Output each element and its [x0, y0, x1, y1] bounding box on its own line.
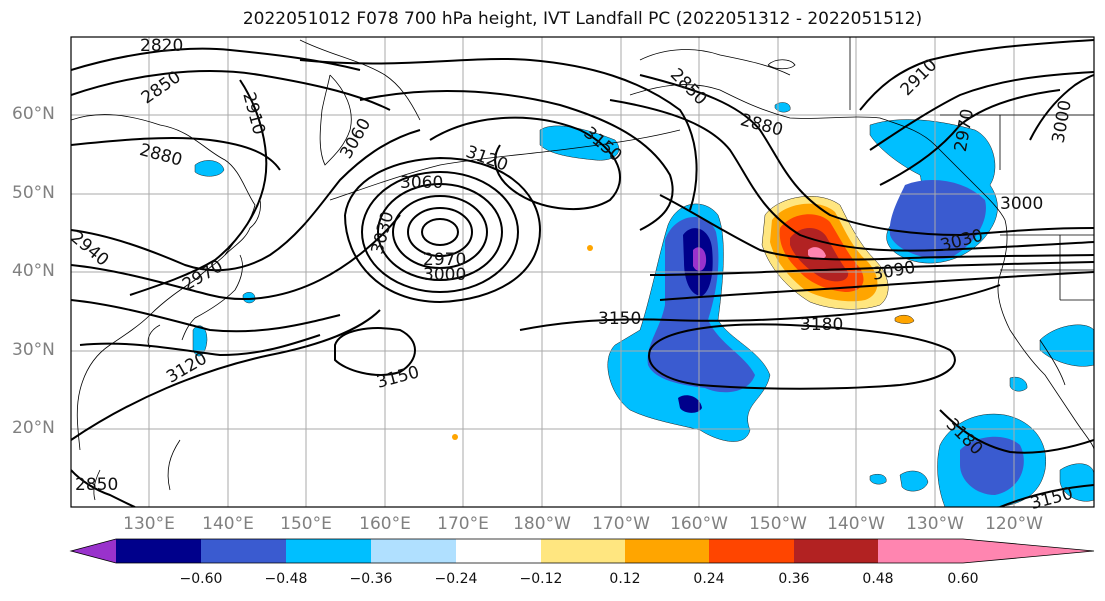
colorbar-tick: −0.24 — [434, 571, 478, 587]
longitude-label: 120°W — [985, 514, 1043, 534]
latitude-label: 30°N — [12, 340, 55, 360]
longitude-label: 150°E — [280, 514, 332, 534]
colorbar-tick: 0.24 — [693, 571, 725, 587]
colorbar-tick: −0.60 — [179, 571, 223, 587]
colorbar — [69, 538, 1095, 564]
contour-label: 2820 — [140, 36, 183, 56]
longitude-label: 160°E — [359, 514, 411, 534]
longitude-label: 170°W — [592, 514, 650, 534]
contour-label: 3150 — [598, 309, 641, 329]
contour-label: 3000 — [1000, 194, 1043, 214]
contour-label: 2970 — [423, 250, 466, 270]
contour-label: 3060 — [400, 173, 443, 193]
contour-label: 3180 — [800, 315, 843, 335]
colorbar-tick: 0.48 — [862, 571, 894, 587]
longitude-label: 150°W — [749, 514, 807, 534]
colorbar-tick: −0.12 — [519, 571, 563, 587]
colorbar-tick: 0.36 — [778, 571, 810, 587]
colorbar-segment — [541, 539, 625, 563]
colorbar-segment — [794, 539, 878, 563]
height-contours — [71, 39, 1094, 507]
colorbar-segment — [371, 539, 456, 563]
longitude-label: 130°W — [906, 514, 964, 534]
ivt-negative-shading — [192, 102, 1094, 507]
contour-label: 2850 — [75, 475, 118, 495]
ivt-positive-shading — [452, 196, 915, 440]
contour-label: 3000 — [423, 265, 466, 285]
latitude-label: 40°N — [12, 261, 55, 281]
colorbar-segment — [116, 539, 201, 563]
colorbar-segment — [625, 539, 709, 563]
colorbar-extend-low — [71, 539, 116, 563]
colorbar-segment — [286, 539, 371, 563]
colorbar-segment — [709, 539, 794, 563]
colorbar-segment — [456, 539, 541, 563]
colorbar-tick: 0.60 — [947, 571, 979, 587]
longitude-label: 140°E — [202, 514, 254, 534]
colorbar-segment — [201, 539, 286, 563]
longitude-label: 180°W — [513, 514, 571, 534]
map-frame — [70, 36, 1095, 508]
latitude-label: 20°N — [12, 418, 55, 438]
colorbar-tick: −0.36 — [349, 571, 393, 587]
longitude-label: 140°W — [827, 514, 885, 534]
colorbar-extend-high — [963, 539, 1094, 563]
longitude-label: 130°E — [123, 514, 175, 534]
coastlines — [71, 37, 1094, 501]
colorbar-segment — [878, 539, 963, 563]
colorbar-tick: −0.48 — [264, 571, 308, 587]
map-title: 2022051012 F078 700 hPa height, IVT Land… — [242, 9, 923, 29]
latitude-label: 50°N — [12, 183, 55, 203]
colorbar-tick: 0.12 — [609, 571, 641, 587]
longitude-label: 160°W — [670, 514, 728, 534]
longitude-label: 170°E — [437, 514, 489, 534]
latitude-label: 60°N — [12, 104, 55, 124]
